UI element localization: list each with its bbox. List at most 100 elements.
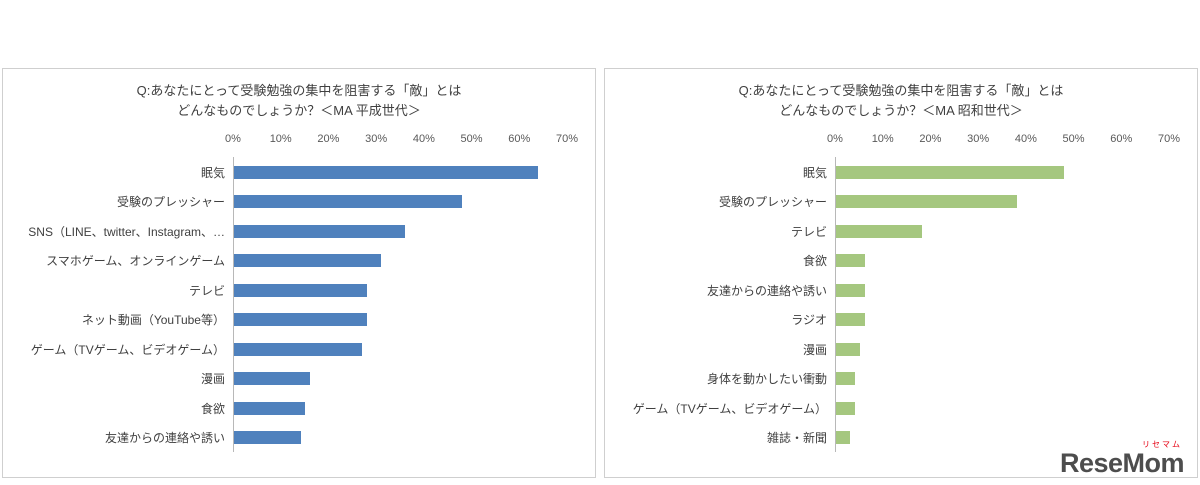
bar-label: 食欲 bbox=[200, 401, 225, 416]
bar-track bbox=[233, 216, 567, 246]
bar-row: スマホゲーム、オンラインゲーム bbox=[3, 245, 595, 276]
bar-row: ゲーム（TVゲーム、ビデオゲーム） bbox=[3, 334, 595, 364]
bar-label: ラジオ bbox=[791, 313, 827, 328]
bar-label: 眠気 bbox=[802, 165, 827, 180]
bar-row: 受験のプレッシャー bbox=[605, 186, 1197, 217]
bar bbox=[836, 313, 865, 327]
x-axis: 0% 10% 20% 30% 40% 50% 60% 70% bbox=[3, 133, 595, 149]
bar bbox=[836, 342, 860, 356]
resemom-logo: リセマム ReseMom bbox=[1059, 441, 1185, 478]
bar-track bbox=[233, 245, 567, 276]
chart-title-line1: Q:あなたにとって受験勉強の集中を阻害する「敵」とは bbox=[136, 83, 462, 98]
bar-track bbox=[835, 363, 1169, 394]
bar-row: ラジオ bbox=[605, 304, 1197, 335]
bar-track bbox=[835, 186, 1169, 217]
axis-track: 0% 10% 20% 30% 40% 50% 60% 70% bbox=[225, 133, 578, 149]
bar-track bbox=[835, 334, 1169, 364]
axis-track: 0% 10% 20% 30% 40% 50% 60% 70% bbox=[827, 133, 1180, 149]
axis-tick-label: 30% bbox=[967, 133, 990, 146]
bar-label: テレビ bbox=[188, 283, 225, 298]
bar bbox=[836, 254, 865, 268]
bar-label: 眠気 bbox=[200, 165, 225, 180]
bar-track bbox=[233, 363, 567, 394]
axis-tick-label: 40% bbox=[1014, 133, 1037, 146]
bar-row: 食欲 bbox=[605, 245, 1197, 276]
bar-track bbox=[835, 216, 1169, 246]
bar-label: 受験のプレッシャー bbox=[718, 195, 827, 210]
bar-track bbox=[233, 393, 567, 423]
axis-tick-label: 50% bbox=[460, 133, 483, 146]
bar-row: 食欲 bbox=[3, 393, 595, 423]
bar bbox=[234, 431, 301, 445]
axis-tick-label: 50% bbox=[1062, 133, 1085, 146]
axis-tick-label: 10% bbox=[871, 133, 894, 146]
bar-row: 友達からの連絡や誘い bbox=[605, 275, 1197, 305]
bar bbox=[234, 342, 363, 356]
chart-title-line1: Q:あなたにとって受験勉強の集中を阻害する「敵」とは bbox=[738, 83, 1064, 98]
bar-row: 身体を動かしたい衝動 bbox=[605, 363, 1197, 394]
axis-tick-label: 70% bbox=[555, 133, 579, 146]
bar-label: ネット動画（YouTube等） bbox=[81, 313, 225, 328]
bar bbox=[234, 313, 368, 327]
bar-label: ゲーム（TVゲーム、ビデオゲーム） bbox=[632, 401, 827, 416]
bar-label: 友達からの連絡や誘い bbox=[104, 431, 225, 446]
axis-tick-label: 60% bbox=[508, 133, 531, 146]
bar bbox=[836, 401, 856, 415]
bar bbox=[836, 195, 1017, 209]
bar-track bbox=[835, 245, 1169, 276]
bar bbox=[836, 165, 1065, 179]
bar-row: 眠気 bbox=[605, 157, 1197, 187]
bar-track bbox=[835, 304, 1169, 335]
bar-track bbox=[233, 275, 567, 305]
axis-tick-label: 70% bbox=[1157, 133, 1181, 146]
bar-row: テレビ bbox=[3, 275, 595, 305]
axis-tick-label: 30% bbox=[365, 133, 388, 146]
bar bbox=[234, 254, 382, 268]
bar-row: ネット動画（YouTube等） bbox=[3, 304, 595, 335]
bar bbox=[234, 401, 306, 415]
bar-row: ゲーム（TVゲーム、ビデオゲーム） bbox=[605, 393, 1197, 423]
bar bbox=[234, 195, 463, 209]
bar-track bbox=[835, 393, 1169, 423]
x-axis: 0% 10% 20% 30% 40% 50% 60% 70% bbox=[605, 133, 1197, 149]
axis-tick-label: 10% bbox=[269, 133, 292, 146]
bar-label: SNS（LINE、twitter、Instagram、… bbox=[28, 224, 225, 239]
bar-track bbox=[233, 422, 567, 453]
bar-label: ゲーム（TVゲーム、ビデオゲーム） bbox=[30, 342, 225, 357]
bar-label: 受験のプレッシャー bbox=[116, 195, 225, 210]
axis-tick-label: 0% bbox=[225, 133, 241, 146]
bar-label: テレビ bbox=[790, 224, 827, 239]
bar-rows: 眠気受験のプレッシャー SNS（LINE、twitter、Instagram、… ス… bbox=[3, 157, 595, 453]
bar-rows: 眠気受験のプレッシャーテレビ食欲友達からの連絡や誘いラジオ漫画身体を動かしたい衝… bbox=[605, 157, 1197, 453]
bar bbox=[234, 224, 406, 238]
axis-tick-label: 40% bbox=[412, 133, 435, 146]
chart-title-line2: どんなものでしょうか？＜MA 平成世代＞ bbox=[177, 103, 421, 119]
bar-label: 雑誌・新聞 bbox=[766, 431, 827, 446]
bar-row: 漫画 bbox=[605, 334, 1197, 364]
bar-label: スマホゲーム、オンラインゲーム bbox=[46, 254, 225, 269]
chart-title-line2: どんなものでしょうか？＜MA 昭和世代＞ bbox=[779, 103, 1023, 119]
resemom-logo-text: ReseMom bbox=[1059, 448, 1185, 478]
bar-track bbox=[233, 186, 567, 217]
axis-spacer bbox=[3, 133, 233, 149]
axis-tick-label: 0% bbox=[827, 133, 843, 146]
bar-track bbox=[835, 275, 1169, 305]
bar-row: テレビ bbox=[605, 216, 1197, 246]
bar-track bbox=[233, 304, 567, 335]
bar-row: 漫画 bbox=[3, 363, 595, 394]
bar bbox=[836, 431, 851, 445]
bar bbox=[234, 283, 368, 297]
axis-tick-label: 20% bbox=[919, 133, 942, 146]
bar bbox=[836, 283, 865, 297]
bar-row: 眠気 bbox=[3, 157, 595, 187]
chart-panel-showa: Q:あなたにとって受験勉強の集中を阻害する「敵」とは どんなものでしょうか？＜M… bbox=[604, 68, 1198, 478]
bar-label: 漫画 bbox=[802, 342, 827, 357]
bar-track bbox=[835, 157, 1169, 187]
bar-row: SNS（LINE、twitter、Instagram、… bbox=[3, 216, 595, 246]
bar-track bbox=[233, 334, 567, 364]
chart-title: Q:あなたにとって受験勉強の集中を阻害する「敵」とは どんなものでしょうか？＜M… bbox=[605, 81, 1197, 121]
bar-label: 食欲 bbox=[802, 254, 827, 269]
chart-panel-heisei: Q:あなたにとって受験勉強の集中を阻害する「敵」とは どんなものでしょうか？＜M… bbox=[2, 68, 596, 478]
bar-row: 友達からの連絡や誘い bbox=[3, 422, 595, 453]
